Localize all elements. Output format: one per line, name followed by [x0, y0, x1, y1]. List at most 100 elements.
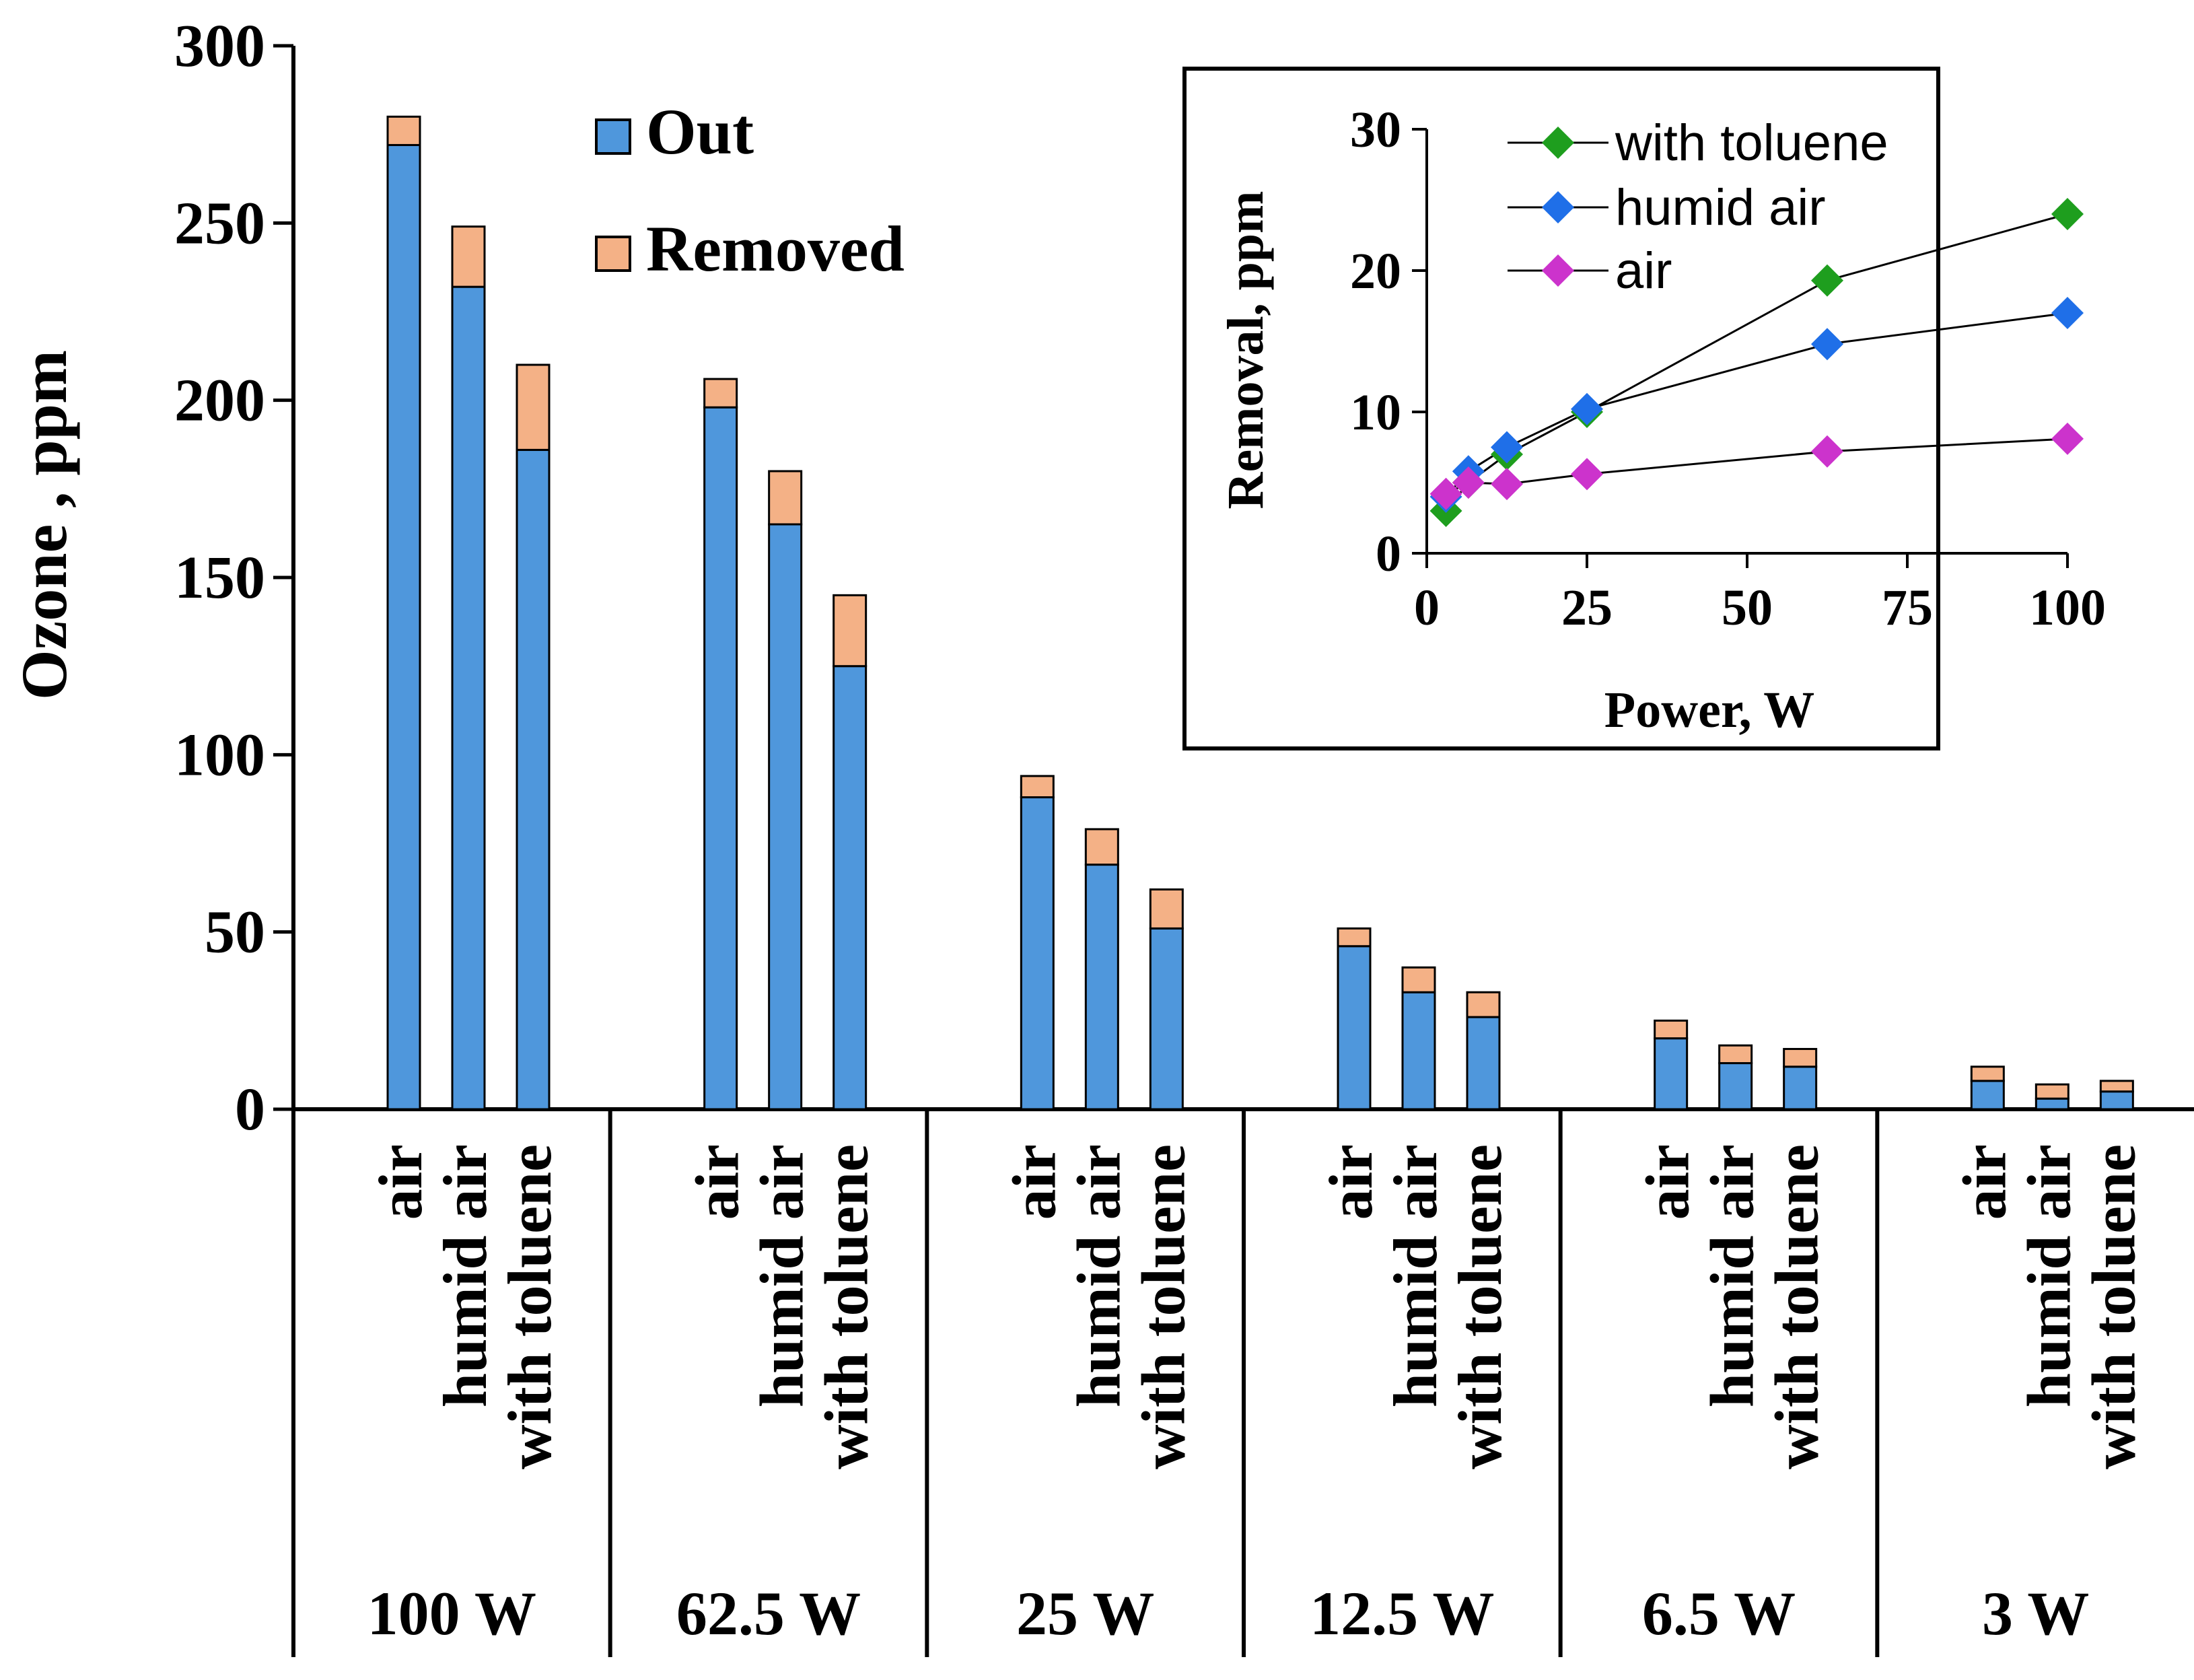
bar-out	[1149, 927, 1184, 1111]
bar-removed	[1149, 888, 1184, 930]
inset-legend-label: with toluene	[1615, 114, 1888, 172]
inset-y-tick-label: 0	[1376, 526, 1401, 582]
bar-removed	[2099, 1080, 2134, 1093]
inset-frame	[1182, 67, 1940, 750]
group-label: 100 W	[367, 1579, 536, 1648]
inset-y-tick-label: 30	[1350, 102, 1401, 158]
inset-x-axis-label: Power, W	[1604, 682, 1814, 738]
bar-removed	[1337, 927, 1372, 948]
inset-legend-marker	[1542, 127, 1574, 159]
group-label: 12.5 W	[1310, 1579, 1494, 1648]
bar-out	[703, 406, 738, 1111]
inset-point-marker	[1811, 264, 1843, 297]
bar-out	[1970, 1080, 2005, 1111]
y-tick-label: 50	[205, 899, 265, 966]
y-tick-label: 300	[174, 13, 265, 79]
bar-removed	[1718, 1044, 1753, 1065]
y-tick-label: 150	[174, 545, 265, 611]
category-label: with toluene	[2079, 1144, 2148, 1469]
group-labels: 100 W 62.5 W 25 W 12.5 W 6.5 W 3 W	[367, 1579, 2090, 1648]
bar-out	[2034, 1097, 2069, 1111]
bar-removed	[1783, 1047, 1818, 1068]
bar-removed	[2034, 1083, 2069, 1100]
bar-removed	[1466, 991, 1501, 1018]
inset-x-tick-label: 50	[1722, 580, 1773, 636]
inset-point-marker	[2051, 297, 2084, 329]
bar-out	[833, 665, 868, 1111]
bar-removed	[1084, 828, 1119, 866]
category-label: humid air	[1381, 1144, 1450, 1407]
bar-out	[1337, 945, 1372, 1111]
group-separators	[608, 1109, 1880, 1657]
category-label: humid air	[2014, 1144, 2083, 1407]
inset-x-tick-label: 0	[1414, 580, 1440, 636]
bar-out	[386, 143, 421, 1111]
inset-point-marker	[2051, 422, 2084, 455]
y-axis-label: Ozone , ppm	[8, 350, 80, 700]
inset-legend-marker	[1542, 254, 1574, 287]
category-label: air	[1950, 1144, 2018, 1220]
bar-out	[1654, 1037, 1689, 1111]
bar-legend: Out Removed	[595, 96, 905, 285]
bar-out	[768, 523, 803, 1111]
bar-out	[1084, 864, 1119, 1111]
category-label: with toluene	[495, 1144, 564, 1469]
category-label: with toluene	[1129, 1144, 1197, 1469]
bar-out	[1783, 1065, 1818, 1111]
inset-legend-marker	[1542, 191, 1574, 223]
category-label: air	[1633, 1144, 1702, 1220]
bar-removed	[768, 470, 803, 526]
group-label: 62.5 W	[676, 1579, 861, 1648]
category-label: with toluene	[1763, 1144, 1831, 1469]
y-tick-label: 200	[174, 368, 265, 434]
inset-y-tick-label: 10	[1350, 384, 1401, 441]
category-label: humid air	[1064, 1144, 1133, 1407]
y-axis-ticks: 0 50 100 150 200 250 300	[174, 13, 293, 1143]
inset-x-tick-label: 100	[2029, 580, 2106, 636]
category-label: air	[366, 1144, 435, 1220]
bar-out	[451, 285, 486, 1111]
inset-axes: 0 10 20 30 0 25 50 75 100	[1350, 102, 2106, 636]
category-label: with toluene	[1446, 1144, 1514, 1469]
inset-series-markers	[1429, 198, 2084, 527]
inset-point-marker	[1571, 458, 1603, 491]
bar-removed	[833, 594, 868, 668]
category-label: humid air	[1698, 1144, 1767, 1407]
inset-point-marker	[1491, 468, 1523, 501]
bar-out	[2099, 1090, 2134, 1111]
inset-point-marker	[1429, 477, 1462, 510]
inset-x-tick-label: 75	[1882, 580, 1933, 636]
category-label: with toluene	[812, 1144, 881, 1469]
group-label: 3 W	[1982, 1579, 2089, 1648]
bar-removed	[1020, 775, 1055, 799]
bar-removed	[703, 378, 738, 409]
inset-y-axis-label: Removal, ppm	[1217, 191, 1274, 510]
group-label: 6.5 W	[1642, 1579, 1796, 1648]
bar-removed	[1970, 1065, 2005, 1082]
legend-swatch-out	[595, 118, 631, 155]
inset-x-tick-label: 25	[1561, 580, 1613, 636]
bars	[386, 115, 2134, 1111]
category-label: air	[683, 1144, 752, 1220]
bar-out	[1718, 1062, 1753, 1111]
inset-legend: with toluene humid air air	[1508, 114, 1888, 300]
legend-swatch-removed	[595, 236, 631, 272]
y-tick-label: 250	[174, 190, 265, 256]
category-label: humid air	[431, 1144, 499, 1407]
bar-out	[1020, 796, 1055, 1111]
inset-point-marker	[1811, 435, 1843, 468]
inset-legend-label: air	[1615, 242, 1672, 300]
bar-out	[516, 448, 551, 1111]
inset-point-marker	[1571, 392, 1603, 425]
inset-y-tick-label: 20	[1350, 243, 1401, 300]
bar-removed	[1654, 1019, 1689, 1040]
bar-removed	[451, 225, 486, 288]
bar-removed	[1401, 966, 1436, 993]
group-label: 25 W	[1016, 1579, 1154, 1648]
bar-out	[1401, 991, 1436, 1111]
bar-removed	[386, 115, 421, 146]
